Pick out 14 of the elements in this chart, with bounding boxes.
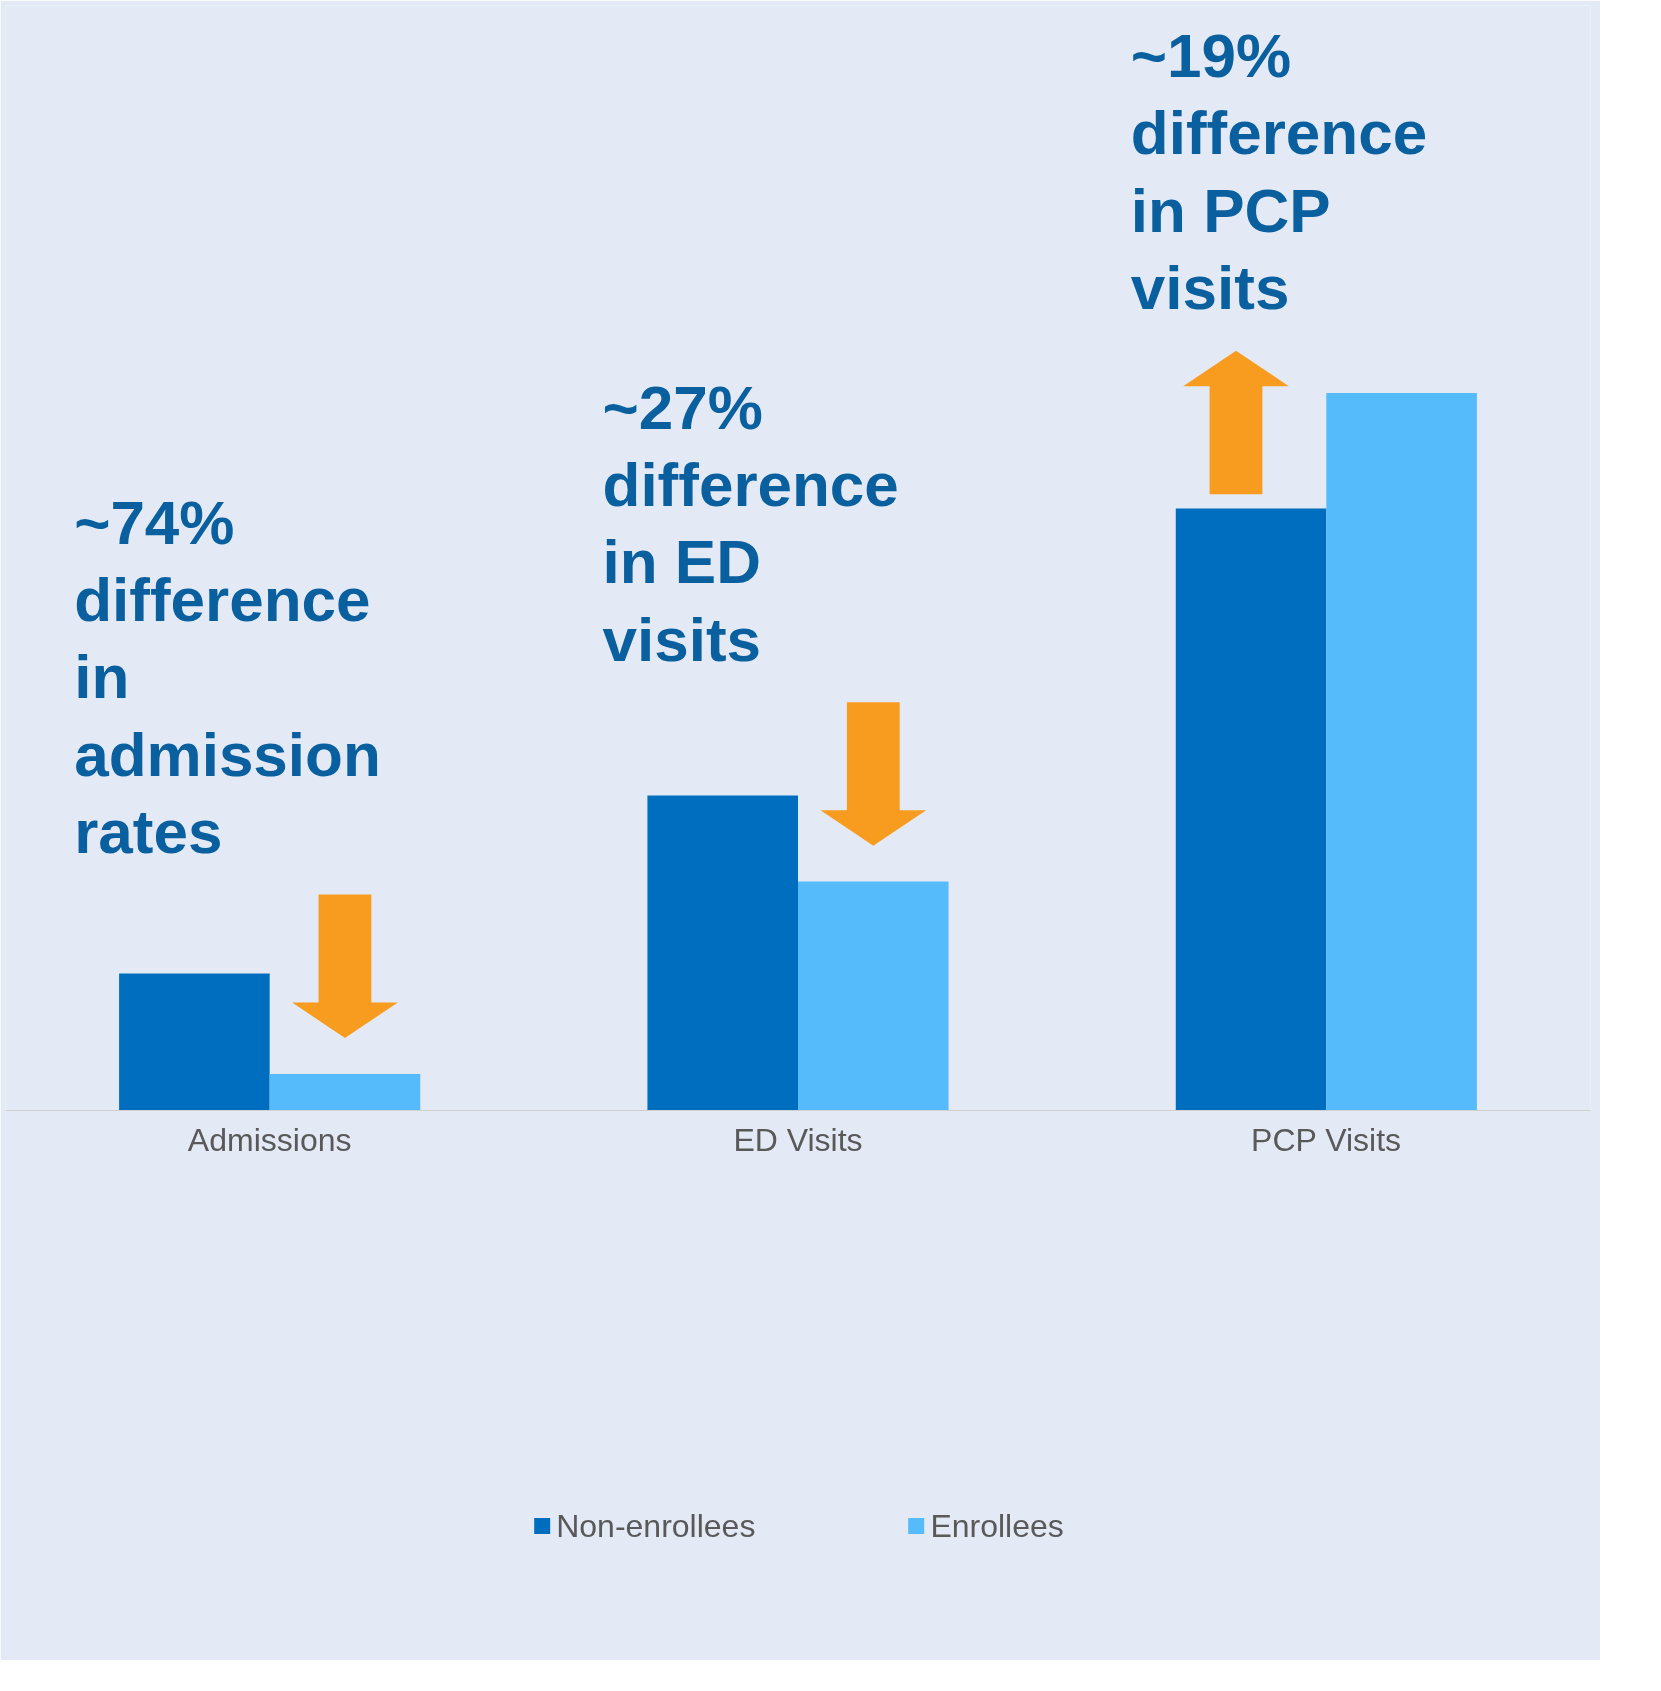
bar: [269, 1073, 421, 1111]
x-tick-label: PCP Visits: [1251, 1121, 1402, 1158]
legend-label: Non-enrollees: [556, 1507, 756, 1545]
legend-label: Enrollees: [930, 1507, 1064, 1545]
bar: [1326, 392, 1477, 1111]
bar: [647, 795, 798, 1111]
annotation: ~27% difference in ED visits: [602, 372, 899, 674]
x-tick-label: Admissions: [187, 1121, 352, 1158]
text: ~19% difference in PCP visits: [1130, 21, 1428, 322]
bar: [1175, 508, 1327, 1111]
x-tick-label: ED Visits: [733, 1121, 863, 1158]
bar: [798, 881, 949, 1111]
bar: [119, 973, 270, 1111]
annotation: ~74% difference in admission rates: [74, 487, 381, 866]
